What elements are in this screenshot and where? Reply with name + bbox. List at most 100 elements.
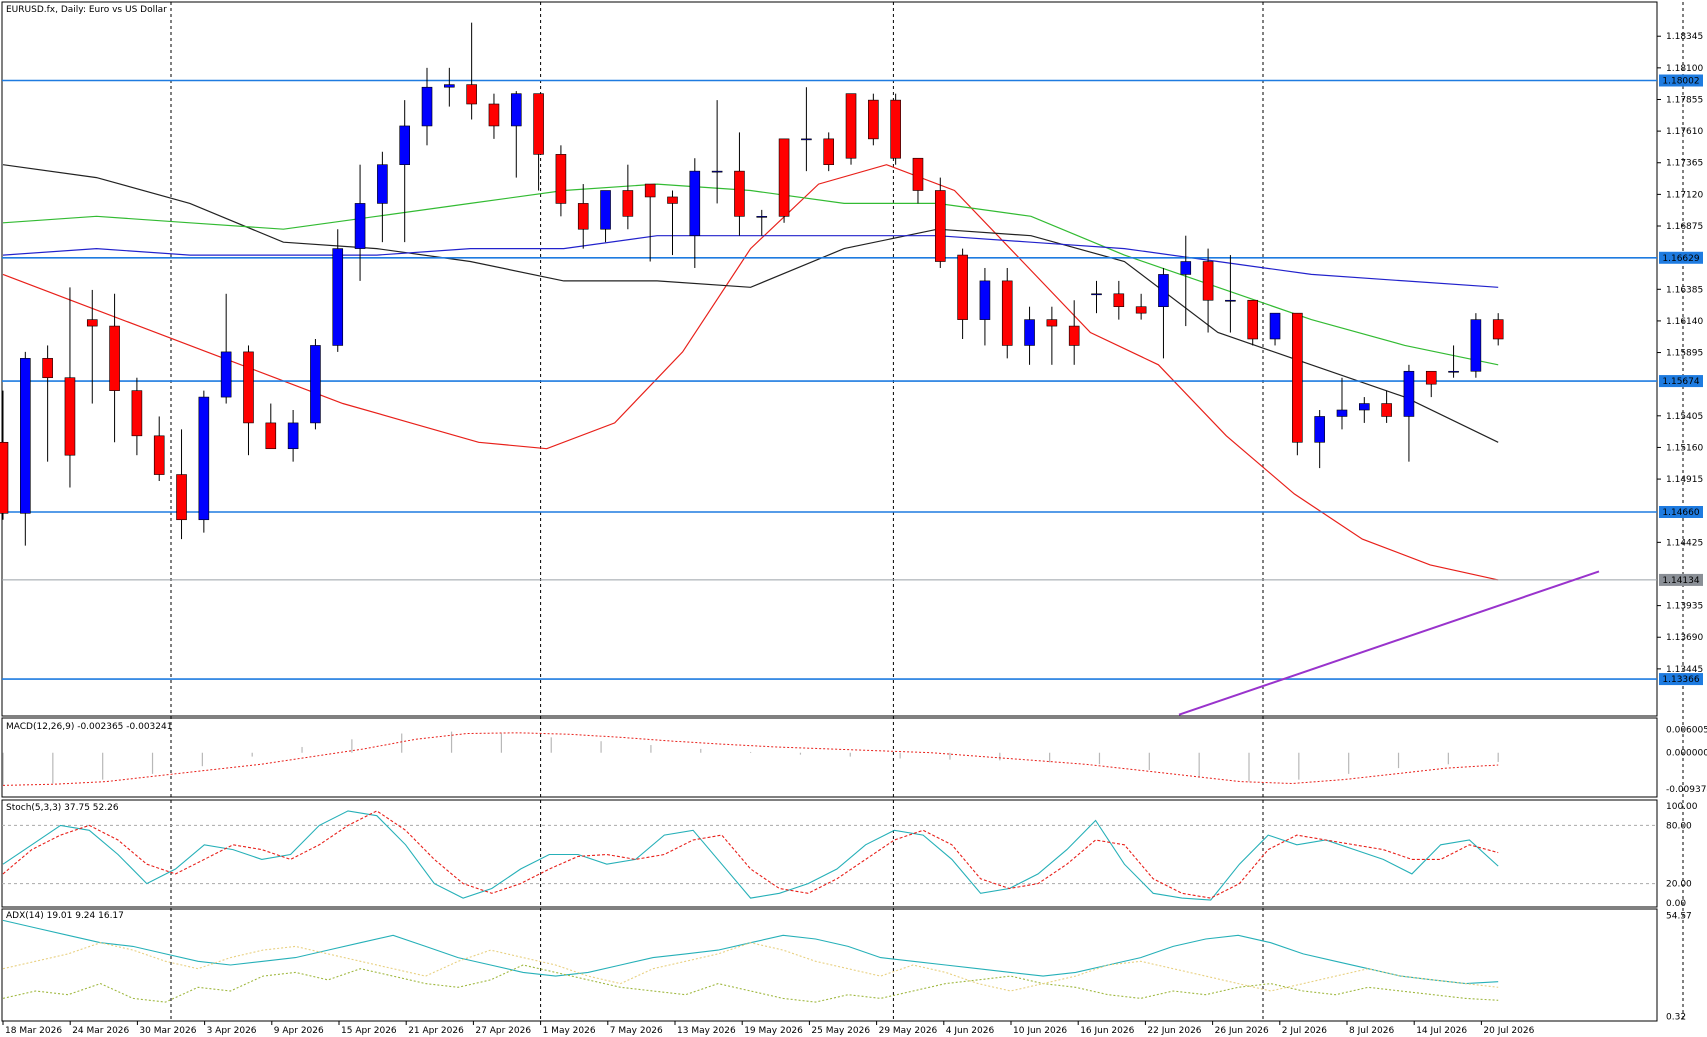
stoch-tick-label: 80.00 xyxy=(1666,821,1692,831)
time-tick-label: 13 May 2026 xyxy=(677,1026,736,1036)
level-price-label: 1.13366 xyxy=(1662,675,1699,685)
adx-tick-label: 54.57 xyxy=(1666,912,1692,922)
candle-body xyxy=(1269,312,1281,340)
candle-body xyxy=(0,441,9,514)
candle-body xyxy=(176,474,187,521)
adx-panel: 54.57 0.32 xyxy=(2,912,1692,1022)
price-tick-label: 1.14915 xyxy=(1666,475,1703,485)
candle-body xyxy=(823,138,835,165)
time-tick-label: 19 May 2026 xyxy=(744,1026,803,1036)
candle-body xyxy=(109,325,120,391)
candle-body xyxy=(220,351,232,398)
candle-body xyxy=(377,164,388,204)
candle-body xyxy=(1314,416,1325,443)
candle-body xyxy=(466,84,477,105)
level-price-label: 1.18002 xyxy=(1662,77,1699,87)
price-tick-label: 1.17365 xyxy=(1666,159,1703,169)
adx-series-line xyxy=(2,964,1499,1003)
candle-body xyxy=(711,170,723,173)
macd-tick-label: 0.000000 xyxy=(1666,749,1707,759)
candle-body xyxy=(1091,293,1102,296)
candle-body xyxy=(689,170,701,236)
macd-tick-label: 0.006005 xyxy=(1666,726,1707,736)
candle-body xyxy=(778,138,790,217)
symbol-title: EURUSD.fx, Daily: Euro vs US Dollar xyxy=(6,5,167,15)
moving-average-line xyxy=(2,235,1499,288)
price-tick-label: 1.13690 xyxy=(1666,633,1703,643)
candle-body xyxy=(265,422,277,450)
time-tick-label: 7 May 2026 xyxy=(610,1026,663,1036)
candle-body xyxy=(131,390,143,437)
horizontal-levels[interactable]: 1.18002 1.16629 1.15674 1.14660 1.13366 1.141… xyxy=(2,74,1703,686)
candle-body xyxy=(42,358,53,379)
time-tick-label: 2 Jul 2026 xyxy=(1282,1026,1327,1036)
stoch-tick-label: 0.00 xyxy=(1666,899,1686,909)
candle-body xyxy=(644,183,656,198)
candle-body xyxy=(1247,299,1259,340)
candle-body xyxy=(577,203,589,230)
level-price-badge xyxy=(1659,506,1703,518)
price-tick-label: 1.16140 xyxy=(1666,317,1703,327)
candle-body xyxy=(1135,306,1147,314)
level-price-badge xyxy=(1659,251,1703,264)
candle-body xyxy=(421,86,433,127)
candle-body xyxy=(934,190,946,262)
time-tick-label: 3 Apr 2026 xyxy=(207,1026,257,1036)
candlesticks xyxy=(0,22,1504,546)
candle-body xyxy=(1180,261,1192,275)
candle-body xyxy=(734,170,745,217)
current-price-badge xyxy=(1659,573,1703,586)
time-axis: 18 Mar 2026 24 Mar 2026 30 Mar 2026 3 Apr 2… xyxy=(2,1021,1535,1036)
candle-body xyxy=(1403,370,1415,417)
time-tick-label: 8 Jul 2026 xyxy=(1349,1026,1394,1036)
price-tick-label: 1.18100 xyxy=(1666,64,1703,74)
macd-title: MACD(12,26,9) -0.002365 -0.003241 xyxy=(6,722,172,732)
time-tick-label: 30 Mar 2026 xyxy=(139,1026,196,1036)
time-tick-label: 24 Mar 2026 xyxy=(72,1026,129,1036)
time-tick-label: 9 Apr 2026 xyxy=(274,1026,324,1036)
price-tick-label: 1.17855 xyxy=(1666,95,1703,105)
price-tick-label: 1.17120 xyxy=(1666,190,1703,200)
candle-body xyxy=(1202,261,1214,301)
price-tick-label: 1.18345 xyxy=(1666,32,1703,42)
time-tick-label: 20 Jul 2026 xyxy=(1483,1026,1534,1036)
candle-body xyxy=(1470,319,1482,372)
adx-series-line xyxy=(2,942,1499,992)
candle-body xyxy=(1448,370,1459,373)
stoch-tick-label: 20.00 xyxy=(1666,880,1692,890)
time-tick-label: 10 Jun 2026 xyxy=(1013,1026,1067,1036)
candle-body xyxy=(1359,403,1370,411)
macd-panel: 0.006005 0.000000 -0.009374 xyxy=(2,726,1707,795)
stoch-title: Stoch(5,3,3) 37.75 52.26 xyxy=(6,803,119,813)
stoch-frame xyxy=(1,799,1658,908)
current-price-label: 1.14134 xyxy=(1662,576,1699,586)
period-separators xyxy=(170,2,1684,1021)
candle-body xyxy=(801,138,812,141)
stoch-main-line xyxy=(2,810,1499,901)
candle-body xyxy=(1425,370,1437,385)
time-tick-label: 15 Apr 2026 xyxy=(341,1026,397,1036)
candle-body xyxy=(890,99,901,159)
candle-body xyxy=(912,157,924,191)
candle-body xyxy=(510,93,522,127)
trendline-group[interactable] xyxy=(1178,570,1600,716)
time-tick-label: 27 Apr 2026 xyxy=(475,1026,531,1036)
ascending-trendline[interactable] xyxy=(1178,570,1600,716)
candle-body xyxy=(622,190,634,217)
candle-body xyxy=(1381,403,1392,417)
level-price-label: 1.14660 xyxy=(1662,508,1699,518)
time-tick-label: 1 May 2026 xyxy=(543,1026,596,1036)
price-tick-label: 1.13935 xyxy=(1666,602,1703,612)
candle-body xyxy=(600,190,611,230)
candle-body xyxy=(667,196,678,204)
time-tick-label: 14 Jul 2026 xyxy=(1416,1026,1467,1036)
stoch-panel: 100.00 80.00 20.00 0.00 xyxy=(2,802,1698,909)
candle-body xyxy=(1113,293,1125,308)
candle-body xyxy=(310,345,321,424)
candle-body xyxy=(1225,299,1236,302)
candle-body xyxy=(332,248,344,346)
stoch-tick-label: 100.00 xyxy=(1666,802,1698,812)
price-tick-label: 1.16385 xyxy=(1666,285,1703,295)
candle-body xyxy=(957,254,968,320)
